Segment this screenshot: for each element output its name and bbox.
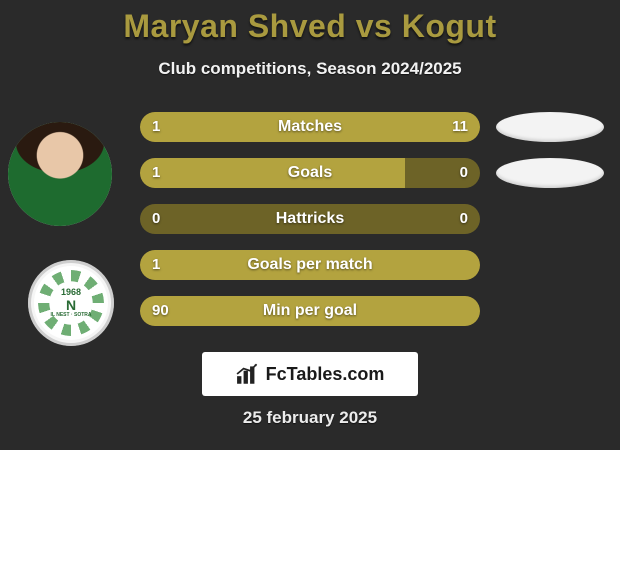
bar-chart-icon bbox=[236, 363, 262, 385]
stat-row: 00Hattricks bbox=[0, 204, 620, 234]
stat-row: 90Min per goal bbox=[0, 296, 620, 326]
comparison-card: Maryan Shved vs Kogut Club competitions,… bbox=[0, 0, 620, 450]
brand-prefix: Fc bbox=[266, 364, 287, 384]
brand-suffix: Tables.com bbox=[287, 364, 385, 384]
stat-label: Goals bbox=[140, 158, 480, 188]
stat-row: 10Goals bbox=[0, 158, 620, 188]
blank-ellipse bbox=[496, 112, 604, 142]
stat-row: 1Goals per match bbox=[0, 250, 620, 280]
brand-logo[interactable]: FcTables.com bbox=[202, 352, 418, 396]
stat-label: Matches bbox=[140, 112, 480, 142]
stat-label: Hattricks bbox=[140, 204, 480, 234]
stats-container: 111Matches 10Goals 00Hattricks 1Goals per m… bbox=[0, 112, 620, 342]
page-subtitle: Club competitions, Season 2024/2025 bbox=[0, 59, 620, 79]
club-badge-name: IL NEST · SOTRA bbox=[50, 313, 91, 319]
page-title: Maryan Shved vs Kogut bbox=[0, 0, 620, 45]
blank-ellipse bbox=[496, 158, 604, 188]
stat-label: Min per goal bbox=[140, 296, 480, 326]
footer-date: 25 february 2025 bbox=[0, 408, 620, 428]
stat-label: Goals per match bbox=[140, 250, 480, 280]
stat-row: 111Matches bbox=[0, 112, 620, 142]
